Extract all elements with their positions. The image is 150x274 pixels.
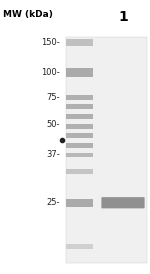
Bar [66,143,93,148]
Text: MW (kDa): MW (kDa) [3,10,53,19]
Bar [66,244,93,249]
Text: 25-: 25- [46,198,60,207]
Text: 150-: 150- [41,38,60,47]
Bar [66,153,93,157]
Bar [66,39,93,46]
Text: 1: 1 [118,10,128,24]
Bar [66,68,93,77]
Text: 100-: 100- [41,68,60,77]
Bar [66,37,147,263]
Bar [66,133,93,138]
Text: 37-: 37- [46,150,60,159]
Bar [66,199,93,207]
Bar [66,114,93,119]
Bar [66,95,93,100]
Bar [66,124,93,129]
Bar [66,169,93,174]
Bar [66,104,93,109]
FancyBboxPatch shape [101,197,145,209]
Text: 75-: 75- [46,93,60,102]
Text: 50-: 50- [46,120,60,129]
